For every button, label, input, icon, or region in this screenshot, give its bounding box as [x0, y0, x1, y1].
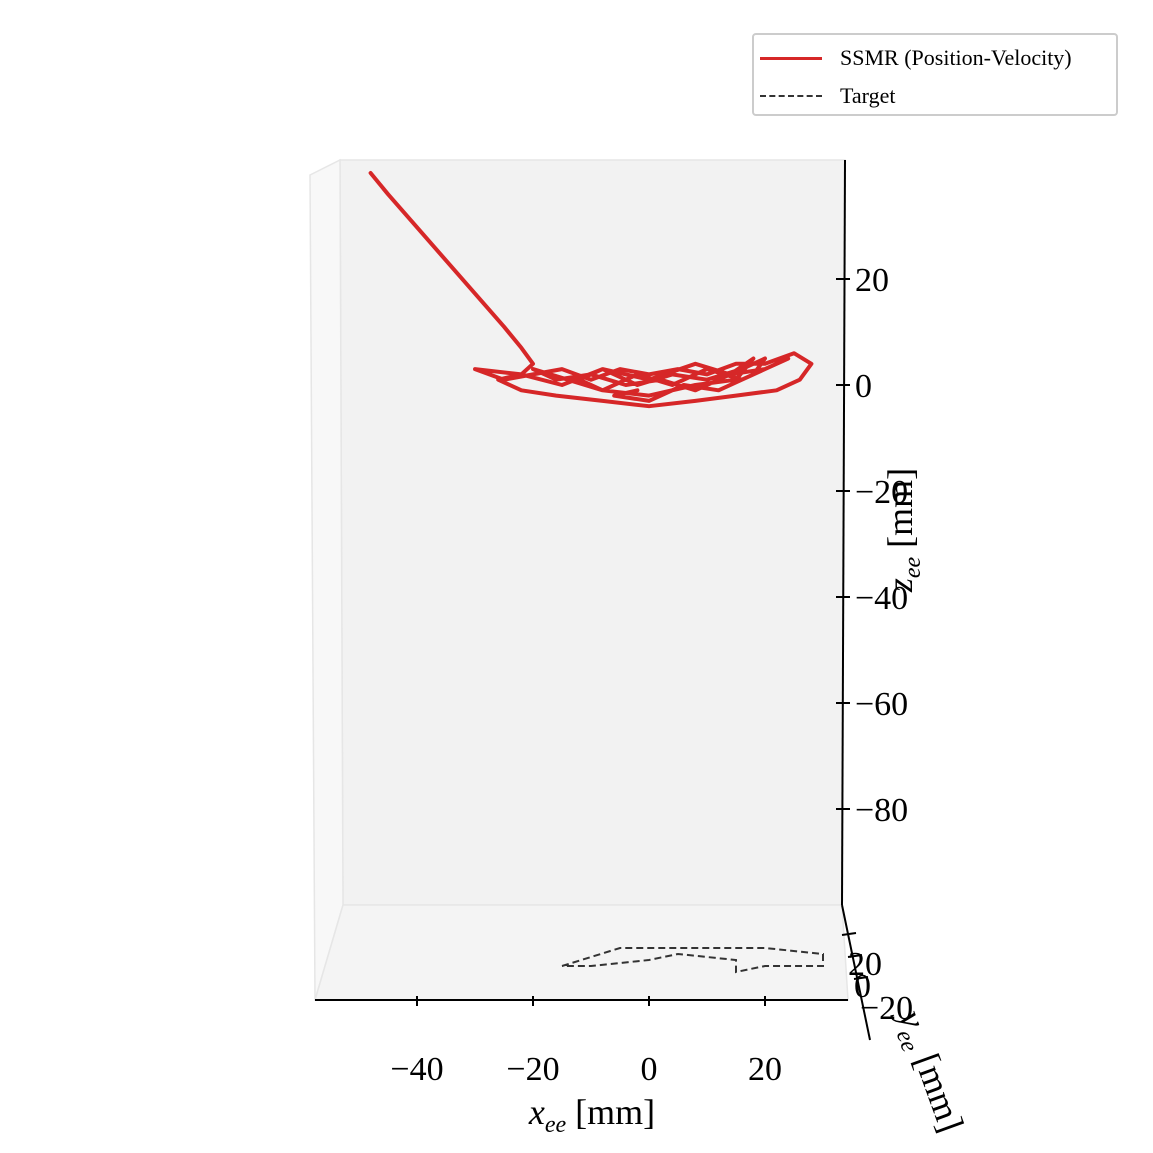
y-ticks: 200−20 — [841, 932, 913, 1027]
legend-label-target: Target — [840, 83, 896, 108]
z-tick-label: −80 — [855, 792, 908, 829]
z-tick-label: −20 — [855, 474, 908, 511]
series-line-target — [561, 947, 824, 974]
legend: SSMR (Position-Velocity) Target — [752, 33, 1118, 116]
series-line-ssmr — [368, 171, 814, 409]
y-axis-line — [841, 904, 871, 1041]
z-ticks: 20 0 −20 −40 −60 −80 — [836, 262, 908, 829]
z-axis-label: zee [mm] — [880, 468, 926, 593]
z-tick-label: 20 — [855, 262, 889, 299]
z-tick-label: −40 — [855, 580, 908, 617]
x-tick-label: 0 — [641, 1051, 658, 1088]
y-tick-label: −20 — [860, 990, 913, 1027]
back-pane — [339, 159, 846, 906]
floor-pane — [313, 904, 849, 1001]
legend-item-ssmr: SSMR (Position-Velocity) — [760, 43, 1072, 73]
y-tick-mark — [853, 976, 869, 980]
x-axis-label: xee [mm] — [528, 1092, 655, 1138]
y-tick-mark — [847, 954, 863, 958]
series-ssmr — [368, 171, 814, 409]
y-axis-label: yee [mm] — [884, 1002, 971, 1139]
legend-item-target: Target — [760, 81, 895, 111]
left-pane — [309, 158, 344, 1001]
x-ticks: −40 −20 0 20 — [390, 996, 782, 1088]
series-target — [561, 947, 824, 974]
x-tick-label: −20 — [506, 1051, 559, 1088]
legend-swatch-ssmr — [760, 56, 822, 60]
z-tick-label: 0 — [855, 368, 872, 405]
z-tick-label: −60 — [855, 686, 908, 723]
legend-swatch-target — [760, 95, 822, 97]
y-tick-mark — [841, 932, 857, 936]
legend-label-ssmr: SSMR (Position-Velocity) — [840, 45, 1072, 70]
z-axis-line — [841, 159, 846, 906]
x-tick-label: −40 — [390, 1051, 443, 1088]
x-tick-label: 20 — [748, 1051, 782, 1088]
